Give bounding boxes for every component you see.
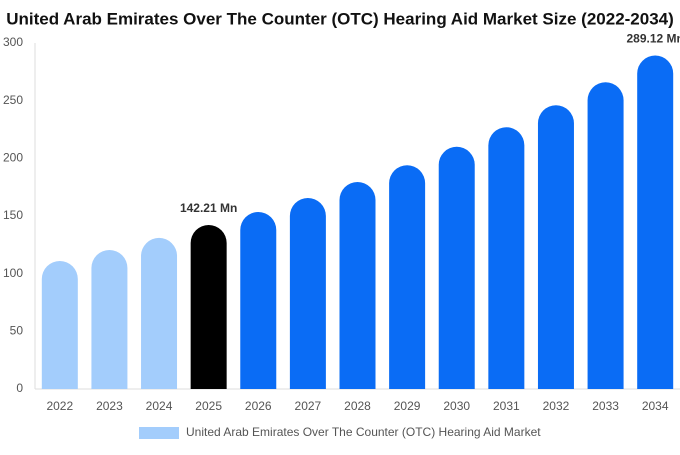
x-tick-label: 2026	[245, 399, 272, 413]
bar	[438, 146, 475, 389]
bar	[389, 165, 426, 389]
y-tick-label: 0	[16, 381, 23, 395]
bar	[587, 82, 624, 390]
x-tick-label: 2025	[195, 399, 222, 413]
y-tick-label: 50	[10, 324, 24, 338]
chart-title: United Arab Emirates Over The Counter (O…	[6, 9, 674, 28]
bar	[41, 260, 78, 389]
bar	[488, 127, 525, 389]
bar	[289, 198, 326, 389]
y-tick-label: 150	[3, 208, 23, 222]
legend-label: United Arab Emirates Over The Counter (O…	[186, 425, 541, 439]
x-tick-label: 2031	[493, 399, 520, 413]
x-tick-label: 2024	[146, 399, 173, 413]
bar	[339, 181, 376, 389]
x-tick-label: 2023	[96, 399, 123, 413]
y-tick-label: 200	[3, 151, 23, 165]
bar	[141, 237, 178, 389]
y-tick-label: 300	[3, 35, 23, 49]
bar	[537, 105, 574, 389]
x-tick-label: 2030	[443, 399, 470, 413]
x-tick-label: 2034	[642, 399, 669, 413]
y-tick-label: 250	[3, 93, 23, 107]
value-label: 289.12 Mn	[627, 32, 680, 46]
bar	[190, 224, 227, 389]
legend-swatch	[139, 427, 179, 439]
x-tick-label: 2032	[543, 399, 570, 413]
bar	[637, 55, 674, 389]
value-label: 142.21 Mn	[180, 201, 237, 215]
x-tick-label: 2022	[46, 399, 73, 413]
x-tick-label: 2028	[344, 399, 371, 413]
bar	[91, 250, 128, 389]
x-tick-label: 2033	[592, 399, 619, 413]
y-tick-label: 100	[3, 266, 23, 280]
bar	[240, 211, 277, 389]
x-tick-label: 2027	[295, 399, 322, 413]
x-tick-label: 2029	[394, 399, 421, 413]
